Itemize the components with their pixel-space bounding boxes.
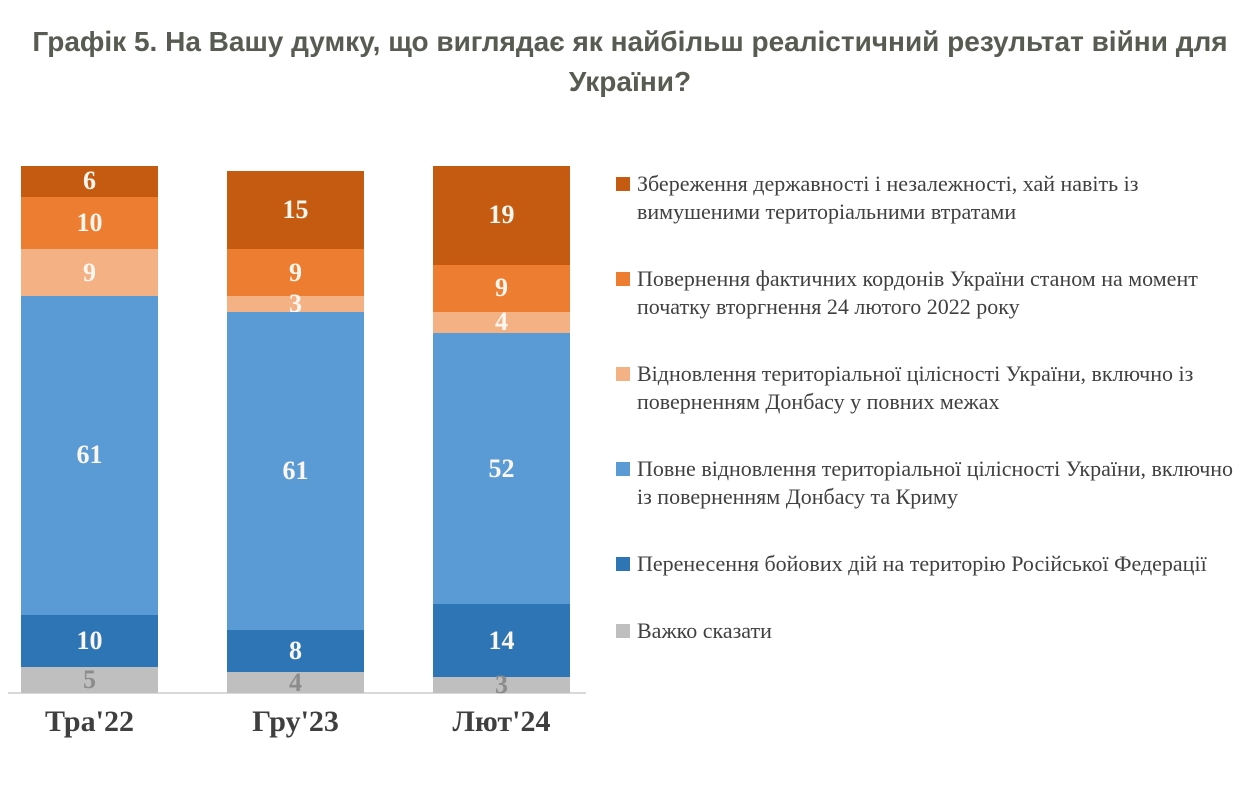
chart-title-line1: Графік 5. На Вашу думку, що виглядає як …	[32, 26, 1228, 57]
segment-value-label: 61	[76, 440, 103, 470]
bar-segment: 61	[227, 311, 364, 631]
bar-segment: 61	[21, 296, 158, 615]
segment-value-label: 4	[495, 307, 508, 337]
legend-swatch-icon	[616, 462, 630, 476]
bar-segment: 10	[21, 197, 158, 250]
legend-item: Повне відновлення територіальної цілісно…	[616, 455, 1250, 511]
legend-label: Відновлення територіальної цілісності Ук…	[637, 361, 1194, 414]
segment-value-label: 52	[488, 453, 515, 483]
bar-segment: 8	[227, 630, 364, 673]
segment-value-label: 9	[495, 273, 508, 303]
stacked-bar: 15 9 3 61 8 4	[227, 171, 364, 697]
legend-label: Повернення фактичних кордонів України ст…	[637, 266, 1198, 319]
bar-segment: 52	[433, 332, 570, 605]
bar-segment: 6	[21, 165, 158, 198]
legend-item: Збереження державності і незалежності, х…	[616, 170, 1250, 226]
chart-title-line2: України?	[568, 66, 692, 97]
category-label: Гру'23	[252, 705, 339, 738]
category-label: Тра'22	[45, 705, 134, 738]
legend-label: Збереження державності і незалежності, х…	[637, 171, 1139, 224]
bar-segment: 10	[21, 614, 158, 667]
x-axis-line	[8, 692, 586, 694]
segment-value-label: 4	[289, 667, 302, 697]
bar-segment: 9	[21, 249, 158, 297]
legend-label: Перенесення бойових дій на територію Рос…	[637, 551, 1207, 576]
legend-swatch-icon	[616, 272, 630, 286]
legend-label: Повне відновлення територіальної цілісно…	[637, 456, 1234, 509]
category-label: Лют'24	[452, 705, 551, 738]
bar-segment: 14	[433, 604, 570, 678]
segment-value-label: 3	[289, 289, 302, 319]
legend-item: Важко сказати	[616, 617, 1250, 645]
bar-segment: 3	[433, 672, 570, 698]
stacked-bar: 19 9 4 52 14 3	[433, 165, 570, 698]
bar-segment: 3	[227, 291, 364, 317]
stacked-bar: 6 10 9 61 10 5	[21, 165, 158, 694]
segment-value-label: 5	[83, 664, 96, 694]
segment-value-label: 3	[495, 670, 508, 700]
legend-swatch-icon	[616, 367, 630, 381]
legend-label: Важко сказати	[637, 618, 772, 643]
legend-item: Повернення фактичних кордонів України ст…	[616, 265, 1250, 321]
segment-value-label: 14	[488, 625, 515, 655]
bar-segment: 5	[21, 664, 158, 694]
segment-value-label: 15	[282, 195, 309, 225]
legend-item: Відновлення територіальної цілісності Ук…	[616, 360, 1250, 416]
bar-segment: 4	[227, 667, 364, 697]
legend-swatch-icon	[616, 177, 630, 191]
bar-segment: 15	[227, 171, 364, 250]
legend-swatch-icon	[616, 557, 630, 571]
segment-value-label: 9	[83, 257, 96, 287]
legend-item: Перенесення бойових дій на територію Рос…	[616, 550, 1250, 578]
bar-segment: 9	[433, 264, 570, 312]
segment-value-label: 10	[76, 625, 103, 655]
bar-segment: 9	[227, 249, 364, 297]
segment-value-label: 6	[83, 166, 96, 196]
segment-value-label: 19	[488, 200, 515, 230]
segment-value-label: 61	[282, 456, 309, 486]
legend: Збереження державності і незалежності, х…	[616, 170, 1250, 645]
segment-value-label: 8	[289, 636, 302, 666]
legend-swatch-icon	[616, 624, 630, 638]
bar-segment: 4	[433, 307, 570, 337]
chart-title: Графік 5. На Вашу думку, що виглядає як …	[0, 22, 1260, 102]
bar-segment: 19	[433, 165, 570, 265]
segment-value-label: 10	[76, 208, 103, 238]
segment-value-label: 9	[289, 257, 302, 287]
